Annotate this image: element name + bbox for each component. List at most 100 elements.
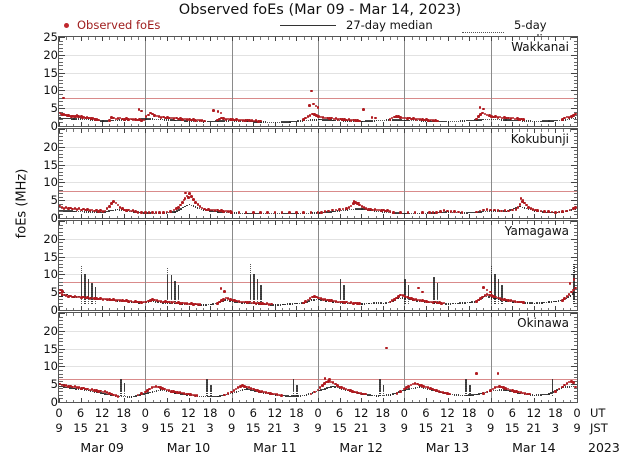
observed-foes-point	[421, 299, 424, 303]
y-tick-minor	[59, 122, 63, 124]
median-5day-point	[262, 212, 264, 215]
median-5day-point	[61, 385, 63, 388]
y-tick-major	[59, 90, 65, 92]
median-5day-point	[235, 212, 238, 214]
median-5day-point	[65, 117, 67, 120]
x-tick-major	[512, 306, 514, 310]
observed-foes-point	[521, 198, 525, 202]
observed-foes-point	[187, 302, 191, 306]
observed-foes-point	[224, 209, 228, 213]
median-5day-point	[441, 211, 443, 214]
observed-foes-point	[330, 116, 333, 120]
x-tick-major-top	[231, 221, 233, 225]
median-5day-point	[266, 121, 269, 124]
observed-foes-point	[308, 114, 312, 117]
median-5day-spike-point	[296, 390, 298, 393]
x-tick-minor	[73, 399, 75, 402]
y-tick-minor	[59, 260, 63, 262]
observed-foes-point	[403, 116, 407, 120]
median-5day-point	[500, 119, 503, 121]
observed-foes-point	[338, 208, 341, 211]
observed-foes-point	[405, 295, 409, 299]
median-5day-spike-point	[174, 281, 176, 283]
x-tick-minor	[497, 215, 499, 218]
y-tick-major	[571, 221, 577, 222]
observed-foes-point	[69, 115, 73, 118]
observed-foes-point	[127, 208, 131, 212]
median-5day-spike-point	[123, 383, 126, 385]
x-tick-minor	[246, 399, 248, 402]
median-5day-spike-point	[170, 281, 172, 283]
median-5day-point	[239, 389, 242, 392]
x-tick-major-top	[188, 313, 190, 317]
median-5day-point	[338, 387, 341, 389]
x-tick-major-top	[512, 221, 514, 225]
x-tick-minor-top	[310, 221, 312, 224]
observed-foes-point	[251, 211, 255, 214]
observed-foes-point	[90, 296, 94, 300]
median-5day-point	[106, 120, 108, 122]
observed-foes-point	[380, 209, 383, 212]
x-tick-label-jst: 21	[267, 421, 283, 435]
y-tick-label: 10	[43, 175, 58, 190]
median-5day-spike-point	[166, 281, 169, 283]
observed-foes-point	[241, 384, 244, 387]
x-tick-minor-top	[174, 221, 176, 224]
median-5day-point	[254, 212, 256, 215]
x-tick-label-jst: 9	[314, 421, 322, 435]
median-5day-spike-point	[80, 295, 83, 297]
median-5day-spike-point	[497, 283, 500, 285]
median-5day-spike-point	[80, 277, 83, 279]
observed-foes-point	[159, 116, 163, 119]
median-5day-point	[556, 119, 558, 122]
x-tick-major-top	[555, 37, 557, 41]
median-5day-point	[505, 389, 507, 391]
x-tick-major-top	[447, 129, 449, 133]
x-tick-major	[425, 306, 427, 310]
median-5day-spike-point	[249, 287, 252, 289]
median-5day-spike-point	[166, 267, 169, 270]
median-5day-spike-point	[256, 281, 259, 283]
median-5day-spike-point	[404, 302, 406, 305]
x-tick-minor-top	[461, 37, 463, 40]
x-tick-major	[210, 306, 212, 310]
observed-foes-point	[172, 300, 176, 304]
observed-foes-point	[114, 299, 118, 302]
day-boundary-line	[490, 313, 492, 402]
observed-foes-point	[99, 389, 103, 393]
median-5day-point	[295, 120, 297, 123]
median-5day-point	[85, 389, 88, 392]
median-5day-spike-point	[206, 392, 208, 395]
median-5day-point	[172, 211, 174, 213]
observed-foes-point	[349, 301, 353, 304]
observed-foes-point	[334, 300, 338, 303]
observed-foes-point	[529, 207, 533, 211]
observed-foes-point	[273, 211, 277, 214]
median-5day-spike-point	[494, 289, 496, 291]
x-tick-major-top	[533, 313, 535, 317]
observed-foes-point	[362, 206, 366, 209]
y-tick-minor	[573, 58, 577, 60]
median-5day-point	[377, 119, 380, 122]
observed-foes-point	[213, 209, 217, 212]
observed-foes-point	[211, 208, 215, 212]
x-tick-minor	[411, 123, 413, 126]
median-5day-point	[572, 385, 575, 388]
observed-foes-point	[187, 392, 190, 396]
observed-foes-point	[474, 300, 478, 303]
median-5day-point	[305, 119, 308, 122]
x-tick-minor	[224, 215, 226, 218]
observed-foes-point	[503, 298, 506, 301]
observed-foes-point	[162, 115, 165, 119]
median-5day-point	[531, 120, 534, 123]
median-5day-spike-point	[490, 281, 493, 283]
median-5day-point	[500, 389, 503, 391]
observed-foes-point	[216, 110, 220, 114]
observed-foes-point	[516, 206, 520, 209]
observed-foes-point	[325, 380, 328, 384]
x-tick-minor-top	[238, 313, 240, 316]
y-tick-minor	[59, 40, 63, 42]
x-tick-minor-top	[159, 221, 161, 224]
median-5day-spike-point	[573, 298, 575, 301]
x-tick-minor-top	[368, 313, 370, 316]
